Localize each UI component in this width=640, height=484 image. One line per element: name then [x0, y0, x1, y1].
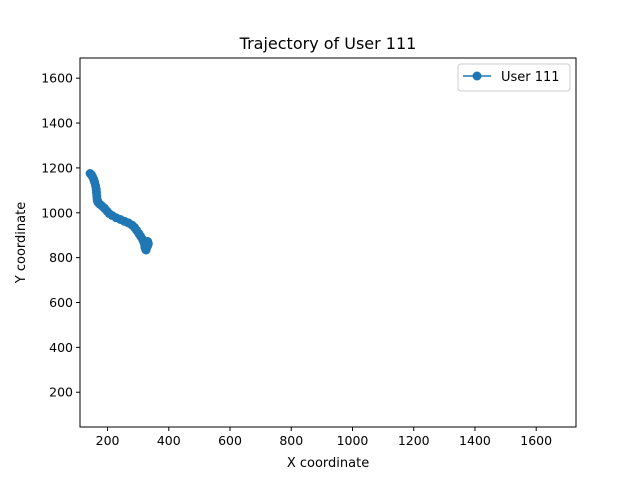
y-tick-label: 200 [49, 385, 73, 400]
x-tick-label: 800 [279, 433, 303, 448]
x-tick-label: 1400 [459, 433, 491, 448]
axes-frame [79, 57, 577, 428]
x-tick-label: 1600 [520, 433, 552, 448]
x-axis-label: X coordinate [287, 456, 369, 471]
chart-title: Trajectory of User 111 [239, 34, 417, 53]
data-point [140, 243, 150, 252]
plot-area [85, 169, 153, 255]
x-tick-label: 400 [157, 433, 181, 448]
legend-label: User 111 [501, 70, 560, 85]
x-tick-label: 1000 [337, 433, 369, 448]
legend-marker-sample [472, 71, 482, 81]
y-tick-label: 1400 [41, 116, 73, 131]
axis-ticks: 200 400 600 800 1000 1200 1400 1600 200 400 600 800… [41, 71, 552, 448]
y-tick-label: 1200 [41, 160, 73, 175]
legend: User 111 [457, 63, 571, 92]
y-axis-label: Y coordinate [14, 202, 29, 284]
x-tick-label: 600 [218, 433, 242, 448]
y-tick-label: 600 [49, 295, 73, 310]
y-tick-label: 400 [49, 340, 73, 355]
y-tick-label: 800 [49, 250, 73, 265]
legend-box [457, 63, 571, 92]
x-tick-label: 1200 [398, 433, 430, 448]
y-tick-label: 1600 [41, 71, 73, 86]
x-tick-label: 200 [96, 433, 120, 448]
y-tick-label: 1000 [41, 205, 73, 220]
